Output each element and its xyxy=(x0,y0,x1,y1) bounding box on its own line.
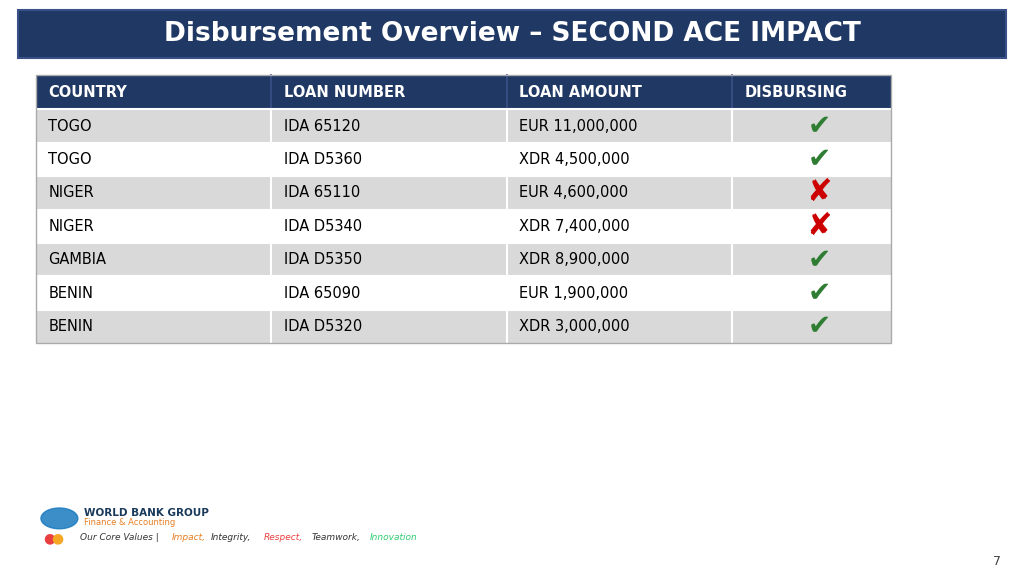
Text: ✔: ✔ xyxy=(808,146,830,173)
Text: XDR 8,900,000: XDR 8,900,000 xyxy=(519,252,630,267)
Text: ✔: ✔ xyxy=(808,112,830,140)
Text: XDR 3,000,000: XDR 3,000,000 xyxy=(519,319,630,334)
Text: Disbursement Overview – SECOND ACE IMPACT: Disbursement Overview – SECOND ACE IMPAC… xyxy=(164,21,860,47)
Text: BENIN: BENIN xyxy=(48,286,93,301)
Text: Integrity,: Integrity, xyxy=(211,533,251,542)
FancyBboxPatch shape xyxy=(36,176,891,210)
Text: Finance & Accounting: Finance & Accounting xyxy=(84,518,175,527)
Text: EUR 11,000,000: EUR 11,000,000 xyxy=(519,119,638,134)
Text: Teamwork,: Teamwork, xyxy=(311,533,360,542)
Text: Respect,: Respect, xyxy=(264,533,303,542)
Text: XDR 4,500,000: XDR 4,500,000 xyxy=(519,152,630,167)
Text: IDA D5350: IDA D5350 xyxy=(284,252,361,267)
Text: IDA D5360: IDA D5360 xyxy=(284,152,361,167)
FancyBboxPatch shape xyxy=(36,109,891,143)
Text: TOGO: TOGO xyxy=(48,152,92,167)
Text: ●: ● xyxy=(43,532,55,545)
FancyBboxPatch shape xyxy=(36,75,891,109)
Text: 7: 7 xyxy=(993,555,1001,568)
Text: ✔: ✔ xyxy=(808,313,830,340)
Bar xyxy=(36,75,891,343)
Text: LOAN NUMBER: LOAN NUMBER xyxy=(284,85,404,100)
FancyBboxPatch shape xyxy=(36,143,891,176)
Text: ✘: ✘ xyxy=(807,212,831,241)
Text: WORLD BANK GROUP: WORLD BANK GROUP xyxy=(84,508,209,518)
Text: GAMBIA: GAMBIA xyxy=(48,252,106,267)
FancyBboxPatch shape xyxy=(36,276,891,310)
Text: ✔: ✔ xyxy=(808,246,830,274)
Text: IDA 65090: IDA 65090 xyxy=(284,286,360,301)
Text: Innovation: Innovation xyxy=(370,533,418,542)
Text: Impact,: Impact, xyxy=(172,533,206,542)
Text: IDA D5340: IDA D5340 xyxy=(284,219,361,234)
Text: IDA 65120: IDA 65120 xyxy=(284,119,360,134)
Text: ✘: ✘ xyxy=(807,179,831,207)
Text: NIGER: NIGER xyxy=(48,185,94,200)
Text: COUNTRY: COUNTRY xyxy=(48,85,127,100)
Text: EUR 4,600,000: EUR 4,600,000 xyxy=(519,185,629,200)
Text: ●: ● xyxy=(51,532,63,545)
Text: Our Core Values |: Our Core Values | xyxy=(80,533,159,542)
Text: BENIN: BENIN xyxy=(48,319,93,334)
Text: EUR 1,900,000: EUR 1,900,000 xyxy=(519,286,629,301)
Text: IDA D5320: IDA D5320 xyxy=(284,319,361,334)
Text: TOGO: TOGO xyxy=(48,119,92,134)
Text: ✔: ✔ xyxy=(808,279,830,307)
Text: LOAN AMOUNT: LOAN AMOUNT xyxy=(519,85,642,100)
Text: DISBURSING: DISBURSING xyxy=(744,85,848,100)
Text: XDR 7,400,000: XDR 7,400,000 xyxy=(519,219,630,234)
Text: NIGER: NIGER xyxy=(48,219,94,234)
Text: IDA 65110: IDA 65110 xyxy=(284,185,359,200)
FancyBboxPatch shape xyxy=(36,210,891,243)
FancyBboxPatch shape xyxy=(36,243,891,276)
FancyBboxPatch shape xyxy=(18,10,1006,58)
Circle shape xyxy=(41,508,78,529)
FancyBboxPatch shape xyxy=(36,310,891,343)
